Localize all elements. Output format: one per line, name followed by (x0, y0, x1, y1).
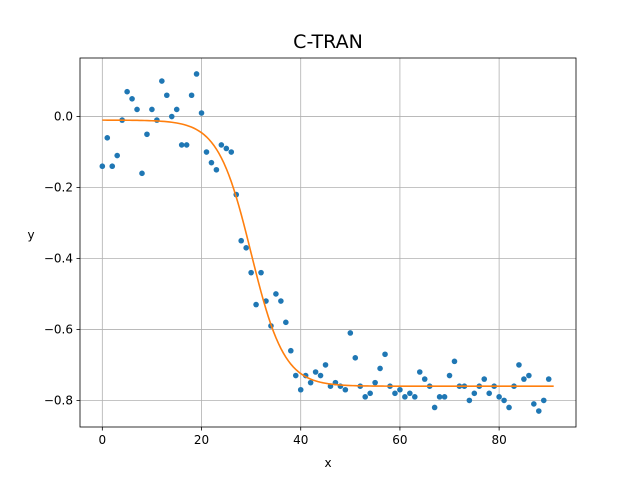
scatter-point (288, 347, 294, 354)
scatter-point (352, 355, 359, 361)
scatter-point (516, 362, 522, 368)
scatter-point (317, 372, 324, 379)
scatter-point (164, 92, 170, 99)
scatter-point (531, 401, 537, 407)
scatter-point (228, 149, 235, 155)
scatter-point (322, 362, 329, 368)
scatter-point (506, 404, 512, 411)
scatter-point (149, 106, 155, 113)
scatter-point (238, 237, 244, 244)
scatter-point (173, 106, 180, 113)
scatter-point (347, 330, 354, 336)
scatter-point (193, 71, 200, 77)
scatter-point (407, 390, 413, 397)
scatter-point (471, 390, 478, 397)
scatter-point (521, 376, 527, 382)
scatter-point (312, 369, 319, 375)
plot-data (99, 71, 554, 414)
scatter-point (213, 166, 220, 173)
scatter-point (342, 386, 349, 393)
scatter-point (159, 78, 165, 84)
scatter-point (208, 159, 215, 166)
scatter-point (392, 390, 398, 397)
scatter-point (258, 269, 264, 276)
scatter-point (412, 394, 418, 400)
x-tick-label: 0 (98, 433, 106, 447)
scatter-point (134, 106, 140, 113)
scatter-point (124, 88, 130, 95)
scatter-point (278, 298, 284, 304)
scatter-point (367, 390, 373, 397)
scatter-point (501, 397, 507, 404)
scatter-point (307, 379, 314, 386)
scatter-point (198, 110, 205, 116)
scatter-point (109, 163, 116, 170)
y-tick-label: −0.8 (44, 393, 73, 407)
scatter-point (273, 291, 279, 297)
scatter-point (283, 319, 289, 326)
scatter-point (382, 351, 388, 358)
scatter-point (243, 245, 249, 251)
scatter-point (441, 394, 448, 400)
scatter-point (481, 376, 488, 382)
x-axis-label: x (324, 456, 331, 470)
scatter-point (129, 96, 135, 102)
scatter-point (446, 372, 453, 379)
scatter-point (99, 163, 106, 170)
scatter-point (203, 149, 210, 155)
scatter-point (114, 152, 120, 159)
scatter-point (540, 397, 547, 404)
scatter-point (431, 404, 438, 411)
y-tick-label: −0.2 (44, 181, 73, 195)
scatter-point (139, 170, 145, 177)
axis-ticks: 0 20 40 60 80 0.0 −0.2 −0.4 −0.6 −0.8 (44, 110, 507, 447)
scatter-point (545, 376, 552, 382)
x-tick-label: 60 (392, 433, 407, 447)
scatter-point (248, 269, 254, 276)
scatter-point (377, 365, 383, 372)
scatter-point (466, 397, 473, 404)
scatter-point (486, 390, 493, 397)
y-tick-label: 0.0 (54, 110, 73, 124)
plot-frame (79, 57, 577, 428)
scatter-point (178, 142, 185, 148)
scatter-point (218, 142, 225, 148)
scatter-point (402, 394, 408, 400)
scatter-point (188, 92, 195, 99)
scatter-point (416, 369, 423, 375)
fit-curve-line (102, 119, 554, 387)
y-axis-label: y (27, 228, 34, 242)
scatter-point (526, 372, 532, 379)
scatter-point (372, 379, 378, 386)
x-tick-label: 40 (293, 433, 308, 447)
scatter-point (397, 386, 403, 393)
scatter-point (253, 301, 259, 308)
y-tick-label: −0.6 (44, 322, 73, 336)
scatter-point (421, 376, 428, 382)
scatter-point (292, 372, 299, 379)
chart-title: C-TRAN (293, 31, 363, 53)
scatter-point (223, 145, 230, 152)
scatter-point (104, 135, 111, 141)
scatter-point (362, 394, 369, 400)
scatter-point (168, 113, 175, 120)
scatter-point (436, 394, 443, 400)
scatter-point (451, 358, 458, 365)
gridlines (80, 58, 576, 427)
y-tick-label: −0.4 (44, 251, 73, 265)
scatter-point (183, 142, 190, 148)
scatter-point (496, 394, 502, 400)
x-tick-label: 20 (194, 433, 209, 447)
scatter-point (297, 386, 304, 393)
scatter-point (536, 408, 542, 414)
scatter-point (144, 131, 150, 138)
x-tick-label: 80 (491, 433, 506, 447)
